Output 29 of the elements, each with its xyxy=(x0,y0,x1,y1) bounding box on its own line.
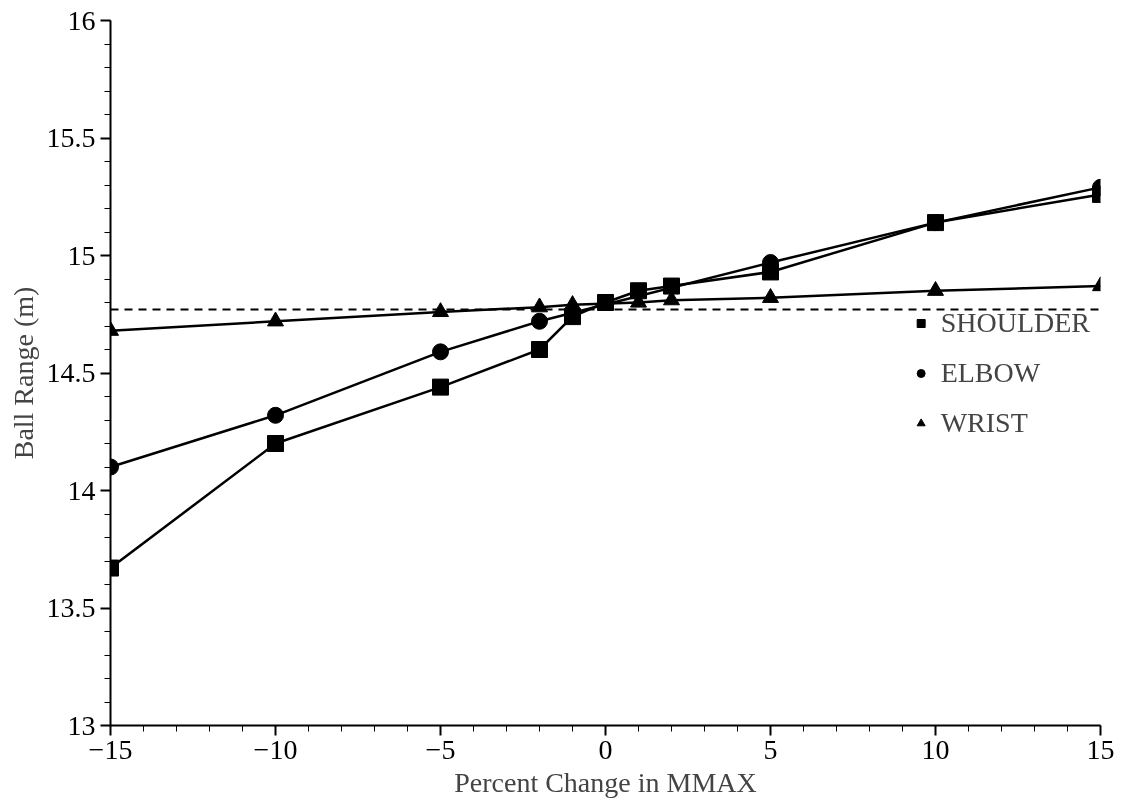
y-tick-label: 16 xyxy=(67,4,96,36)
y-tick-label: 15 xyxy=(67,239,96,271)
y-tick-label: 13.5 xyxy=(46,592,96,623)
point xyxy=(432,302,449,318)
y-tick-label: 14 xyxy=(67,474,96,506)
x-tick-label: 15 xyxy=(1086,733,1115,765)
x-tick-label: 0 xyxy=(598,733,613,765)
y-tick-label: 14.5 xyxy=(46,357,96,388)
point xyxy=(927,281,944,296)
point xyxy=(432,343,449,361)
x-tick-label: 10 xyxy=(921,733,950,765)
point xyxy=(267,406,284,424)
x-axis-title: Percent Change in MMAX xyxy=(454,766,757,798)
x-tick-label: −5 xyxy=(425,733,456,765)
point xyxy=(267,435,284,452)
point xyxy=(267,311,284,327)
point xyxy=(762,288,779,303)
y-tick-label: 15.5 xyxy=(46,122,96,153)
legend-label: SHOULDER xyxy=(940,306,1090,339)
x-tick-label: 5 xyxy=(763,733,778,765)
y-tick-label: 13 xyxy=(67,709,96,741)
legend-label: WRIST xyxy=(940,406,1028,439)
point xyxy=(432,378,449,396)
point xyxy=(531,341,548,358)
point xyxy=(564,295,581,310)
x-tick-label: −10 xyxy=(253,733,298,765)
point xyxy=(531,312,548,330)
legend-label: ELBOW xyxy=(940,356,1041,389)
y-axis-title: Ball Range (m) xyxy=(7,286,39,460)
